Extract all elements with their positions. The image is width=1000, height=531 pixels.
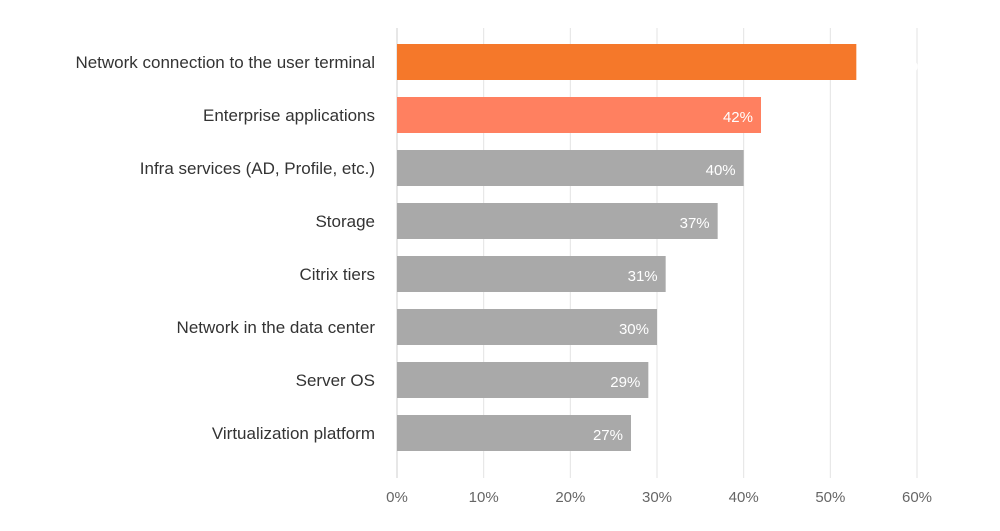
category-label: Citrix tiers [299, 265, 375, 284]
x-tick-label: 20% [555, 489, 585, 506]
value-label: 42% [723, 109, 753, 126]
bar [397, 309, 657, 345]
category-labels: Network connection to the user terminal E… [75, 53, 375, 443]
category-label: Network connection to the user terminal [75, 53, 375, 72]
value-label: 40% [706, 162, 736, 179]
value-label: 37% [680, 215, 710, 232]
value-label: 30% [619, 321, 649, 338]
x-tick-label: 60% [902, 489, 932, 506]
category-label: Enterprise applications [203, 106, 375, 125]
x-tick-label: 30% [642, 489, 672, 506]
bar [397, 256, 666, 292]
category-label: Storage [315, 212, 375, 231]
bar [397, 97, 761, 133]
bars [397, 44, 857, 451]
bar [397, 415, 631, 451]
grid-lines [396, 28, 918, 478]
value-label: 53% [866, 48, 918, 78]
bar [397, 150, 744, 186]
value-label: 31% [628, 268, 658, 285]
bar [397, 203, 718, 239]
bar [397, 362, 649, 398]
category-label: Virtualization platform [212, 424, 375, 443]
x-tick-label: 10% [469, 489, 499, 506]
bar [397, 44, 857, 80]
category-label: Infra services (AD, Profile, etc.) [140, 159, 375, 178]
value-labels: 53% 42% 40% 37% 31% 30% 29% 27% [593, 48, 918, 444]
x-tick-label: 40% [729, 489, 759, 506]
x-tick-label: 50% [815, 489, 845, 506]
x-tick-label: 0% [386, 489, 408, 506]
value-label: 29% [610, 374, 640, 391]
x-axis-tick-labels: 0% 10% 20% 30% 40% 50% 60% [386, 489, 932, 506]
category-label: Network in the data center [177, 318, 376, 337]
category-label: Server OS [296, 371, 375, 390]
value-label: 27% [593, 427, 623, 444]
